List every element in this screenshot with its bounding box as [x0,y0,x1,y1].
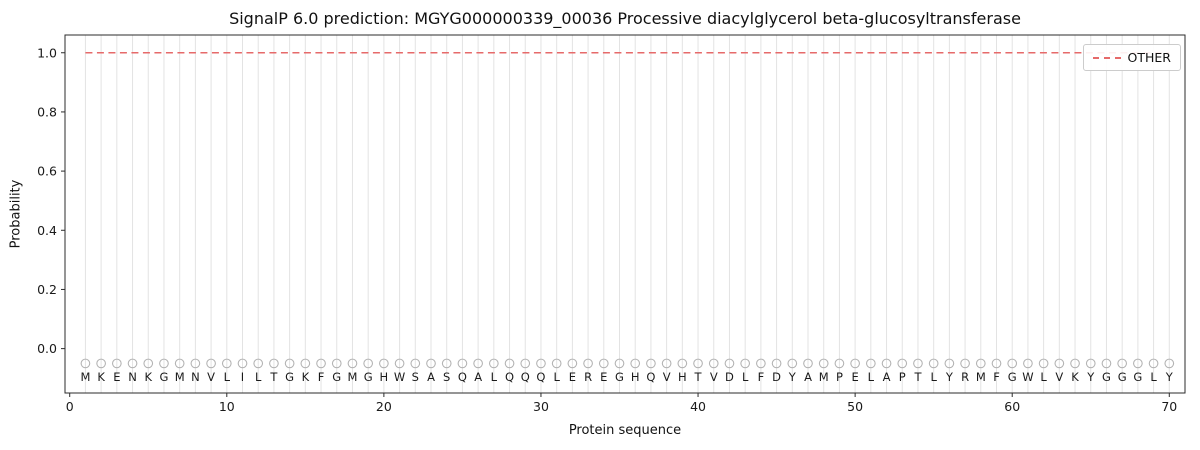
svg-text:G: G [364,370,373,384]
svg-text:M: M [175,370,185,384]
svg-text:E: E [600,370,607,384]
svg-text:F: F [318,370,325,384]
svg-text:G: G [332,370,341,384]
svg-text:H: H [678,370,687,384]
svg-text:Q: Q [536,370,545,384]
svg-text:G: G [160,370,169,384]
svg-text:10: 10 [219,399,235,414]
svg-text:G: G [1102,370,1111,384]
x-axis-label: Protein sequence [568,423,682,438]
svg-text:K: K [97,370,105,384]
y-axis-label: Probability [8,179,24,249]
svg-text:0.0: 0.0 [37,341,57,356]
svg-text:Q: Q [646,370,655,384]
svg-text:A: A [883,370,891,384]
svg-text:H: H [380,370,389,384]
legend-dashed-line-icon [1092,56,1121,59]
svg-text:V: V [663,370,671,384]
svg-text:40: 40 [690,399,706,414]
legend: OTHER [1082,44,1181,71]
svg-text:P: P [836,370,843,384]
svg-text:0.2: 0.2 [37,282,57,297]
svg-text:H: H [631,370,640,384]
svg-text:0.4: 0.4 [37,223,57,238]
residue-markers [80,358,1175,369]
svg-text:N: N [128,370,137,384]
svg-text:K: K [144,370,152,384]
svg-text:R: R [961,370,969,384]
svg-text:0.6: 0.6 [37,164,57,179]
svg-text:N: N [191,370,200,384]
svg-text:E: E [851,370,858,384]
svg-text:K: K [1071,370,1079,384]
gridlines [84,35,1170,393]
svg-text:F: F [993,370,1000,384]
svg-text:70: 70 [1161,399,1177,414]
svg-text:T: T [913,370,922,384]
svg-text:V: V [1055,370,1063,384]
svg-text:K: K [302,370,310,384]
svg-text:Y: Y [788,370,797,384]
svg-text:A: A [427,370,435,384]
x-axis-ticks: 0 10 20 30 40 50 60 70 [66,393,1177,414]
svg-text:W: W [1022,370,1033,384]
svg-text:P: P [899,370,906,384]
svg-text:M: M [976,370,986,384]
svg-text:V: V [207,370,215,384]
svg-text:L: L [930,370,937,384]
svg-text:60: 60 [1004,399,1020,414]
svg-text:S: S [412,370,419,384]
svg-text:0: 0 [66,399,74,414]
chart-title: SignalP 6.0 prediction: MGYG000000339_00… [229,9,1021,28]
svg-text:M: M [347,370,357,384]
svg-text:T: T [269,370,278,384]
svg-text:L: L [1150,370,1157,384]
svg-text:I: I [241,370,244,384]
svg-text:1.0: 1.0 [37,45,57,60]
svg-text:G: G [1008,370,1017,384]
svg-text:M: M [819,370,829,384]
svg-text:D: D [725,370,734,384]
svg-text:L: L [224,370,231,384]
svg-text:V: V [710,370,718,384]
svg-text:Q: Q [521,370,530,384]
svg-text:L: L [491,370,498,384]
svg-text:L: L [868,370,875,384]
svg-text:Y: Y [1165,370,1174,384]
y-axis-ticks: 0.0 0.2 0.4 0.6 0.8 1.0 [37,45,65,356]
svg-text:Q: Q [505,370,514,384]
svg-text:0.8: 0.8 [37,104,57,119]
legend-entry-other: OTHER [1127,50,1171,65]
svg-text:Y: Y [945,370,954,384]
svg-text:L: L [255,370,262,384]
svg-text:W: W [394,370,405,384]
svg-text:G: G [615,370,624,384]
svg-text:50: 50 [847,399,863,414]
plot-frame [64,34,1186,394]
svg-text:Q: Q [458,370,467,384]
svg-text:T: T [694,370,703,384]
svg-text:M: M [80,370,90,384]
svg-text:G: G [1133,370,1142,384]
svg-text:G: G [1118,370,1127,384]
svg-text:D: D [772,370,781,384]
svg-text:F: F [758,370,765,384]
svg-text:R: R [584,370,592,384]
svg-text:S: S [443,370,450,384]
svg-text:A: A [804,370,812,384]
svg-text:30: 30 [533,399,549,414]
svg-text:E: E [113,370,120,384]
svg-text:G: G [285,370,294,384]
svg-text:L: L [1040,370,1047,384]
svg-text:E: E [569,370,576,384]
svg-text:Y: Y [1086,370,1095,384]
svg-text:L: L [742,370,749,384]
svg-text:20: 20 [376,399,392,414]
svg-text:L: L [553,370,560,384]
svg-text:A: A [474,370,482,384]
